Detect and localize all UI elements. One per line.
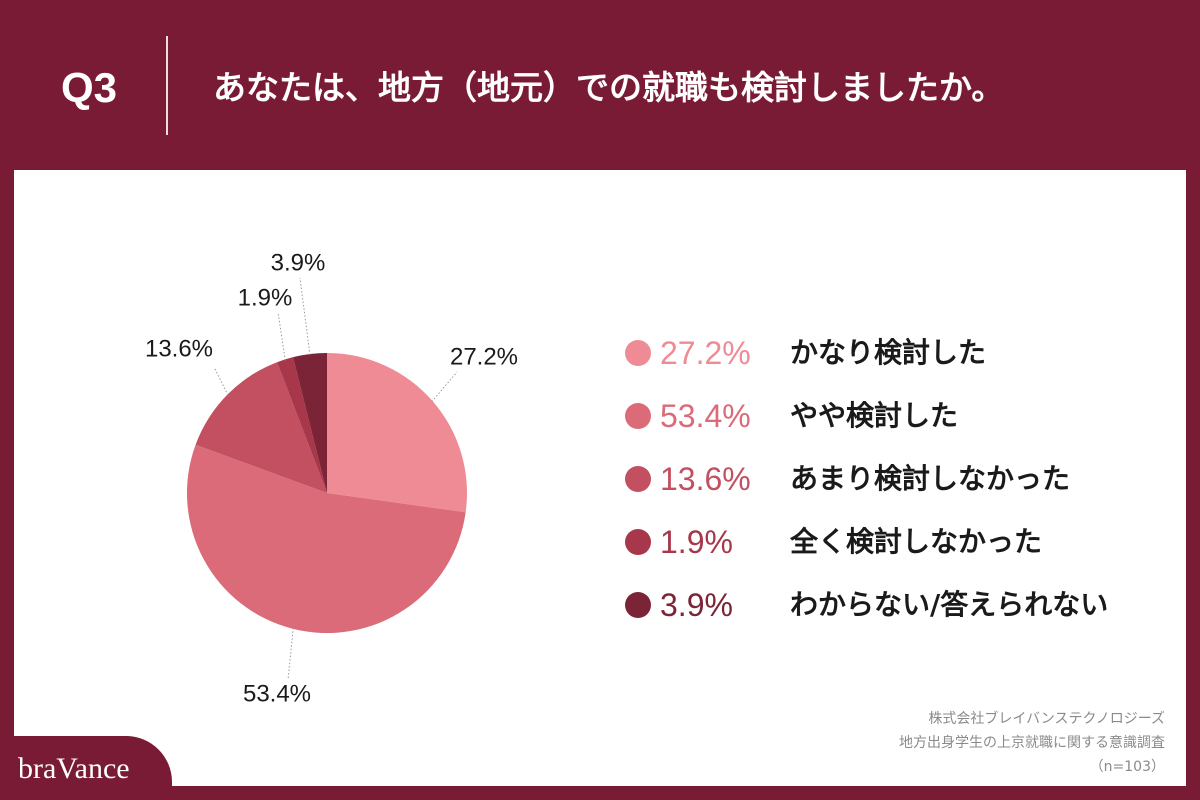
pie-slice-5 (293, 353, 327, 493)
legend-item-1: 27.2% かなり検討した (625, 321, 1165, 384)
leader-lines (213, 277, 458, 681)
legend-value-1: 27.2% (660, 334, 751, 371)
leader-line-3 (213, 366, 229, 396)
legend-label-1: かなり検討した (790, 335, 987, 369)
footer-survey-title: 地方出身学生の上京就職に関する意識調査 (899, 735, 1165, 751)
leader-line-2 (287, 627, 294, 681)
legend-dot-2 (625, 402, 651, 429)
data-label-2: 53.4% (243, 681, 311, 708)
data-label-3: 13.6% (145, 336, 213, 363)
legend-label-3: あまり検討しなかった (790, 461, 1071, 495)
source-footer: 株式会社ブレイバンステクノロジーズ 地方出身学生の上京就職に関する意識調査 （n… (899, 707, 1165, 779)
legend-label-2: やや検討した (790, 398, 959, 432)
pie-slice-4 (277, 357, 327, 493)
pie-chart: 27.2% 53.4% 13.6% 1.9% 3.9% (145, 250, 518, 708)
brand-logo: braVance (18, 752, 130, 785)
legend-item-3: 13.6% あまり検討しなかった (625, 447, 1165, 510)
data-label-5: 3.9% (271, 250, 326, 277)
legend-value-4: 1.9% (660, 523, 733, 560)
question-title: あなたは、地方（地元）での就職も検討しましたか。 (213, 68, 1005, 107)
pie-slices (186, 353, 467, 634)
footer-sample-size: （n=103） (1089, 759, 1165, 775)
legend-dot-5 (625, 591, 651, 618)
data-label-4: 1.9% (238, 285, 293, 312)
legend-item-4: 1.9% 全く検討しなかった (625, 510, 1165, 573)
legend-item-5: 3.9% わからない/答えられない (625, 573, 1165, 636)
legend-label-5: わからない/答えられない (790, 587, 1109, 621)
question-number: Q3 (61, 64, 118, 111)
legend-label-4: 全く検討しなかった (790, 524, 1043, 558)
legend-item-2: 53.4% やや検討した (625, 384, 1165, 447)
leader-line-4 (277, 311, 286, 361)
pie-slice-1 (327, 353, 467, 513)
legend-value-5: 3.9% (660, 586, 733, 623)
leader-line-1 (431, 371, 458, 403)
legend: 27.2% かなり検討した 53.4% やや検討した 13.6% あまり検討しなかった 1.… (625, 321, 1165, 636)
legend-dot-1 (625, 339, 651, 366)
legend-value-3: 13.6% (660, 460, 751, 497)
data-labels: 27.2% 53.4% 13.6% 1.9% 3.9% (145, 250, 518, 708)
pie-slice-2 (186, 444, 466, 634)
footer-company: 株式会社ブレイバンステクノロジーズ (928, 711, 1165, 727)
logo-tab (0, 736, 172, 800)
data-label-1: 27.2% (450, 344, 518, 371)
legend-value-2: 53.4% (660, 397, 751, 434)
legend-dot-4 (625, 528, 651, 555)
leader-line-5 (299, 277, 311, 356)
legend-dot-3 (625, 465, 651, 492)
header-divider (166, 36, 168, 135)
